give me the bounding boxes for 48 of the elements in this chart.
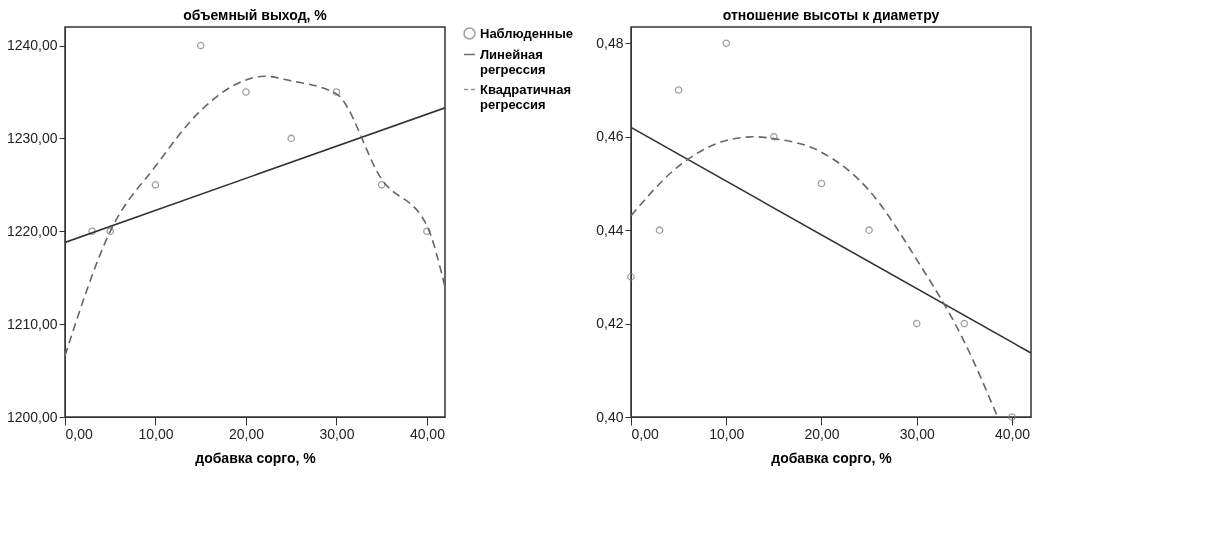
point [332, 88, 341, 96]
point [817, 179, 826, 188]
line-series [65, 75, 445, 357]
point [242, 88, 250, 96]
chart-title: отношение высоты к диаметру [722, 7, 940, 23]
line-series [631, 135, 999, 417]
legend-label: Линейная регрессия [480, 46, 546, 77]
y-tick-label: 1240,00 [6, 37, 58, 54]
point [960, 319, 969, 328]
x-tick-label: 10,00 [138, 425, 174, 442]
y-tick-label: 1200,00 [6, 408, 58, 425]
point [423, 227, 431, 236]
point [1008, 413, 1016, 421]
x-tick-label: 0,00 [631, 425, 659, 442]
x-axis-title: добавка сорго, % [771, 449, 893, 466]
x-tick-label: 20,00 [228, 425, 265, 442]
y-tick-label: 1230,00 [6, 129, 58, 146]
x-axis-title: добавка сорго, % [195, 449, 317, 466]
x-tick-label: 10,00 [709, 425, 745, 442]
chart-title: объемный выход, % [183, 7, 328, 23]
x-tick-label: 20,00 [804, 425, 840, 442]
point [865, 226, 873, 234]
x-tick-label: 30,00 [319, 425, 355, 442]
point [287, 134, 295, 143]
y-tick-label: 0,40 [596, 408, 624, 425]
y-tick-label: 0,48 [596, 34, 624, 51]
point [674, 86, 683, 94]
point [770, 132, 778, 141]
legend-label: Наблюденные [480, 25, 574, 41]
point [151, 181, 160, 189]
y-tick-label: 1220,00 [6, 222, 58, 239]
point [722, 39, 731, 48]
y-tick-label: 1210,00 [6, 315, 58, 332]
point [196, 41, 205, 50]
point [377, 181, 386, 189]
point [627, 273, 635, 281]
point [106, 227, 115, 236]
y-tick-label: 0,46 [596, 128, 624, 145]
y-tick-label: 0,44 [596, 221, 624, 238]
x-tick-label: 40,00 [409, 425, 446, 442]
x-tick-label: 40,00 [994, 425, 1031, 442]
x-tick-label: 0,00 [65, 425, 93, 442]
x-tick-label: 30,00 [899, 425, 935, 442]
point [655, 226, 664, 234]
point [912, 319, 921, 328]
point [88, 227, 96, 236]
y-tick-label: 0,42 [596, 315, 624, 332]
legend-label: Квадратичная регрессия [480, 81, 571, 112]
